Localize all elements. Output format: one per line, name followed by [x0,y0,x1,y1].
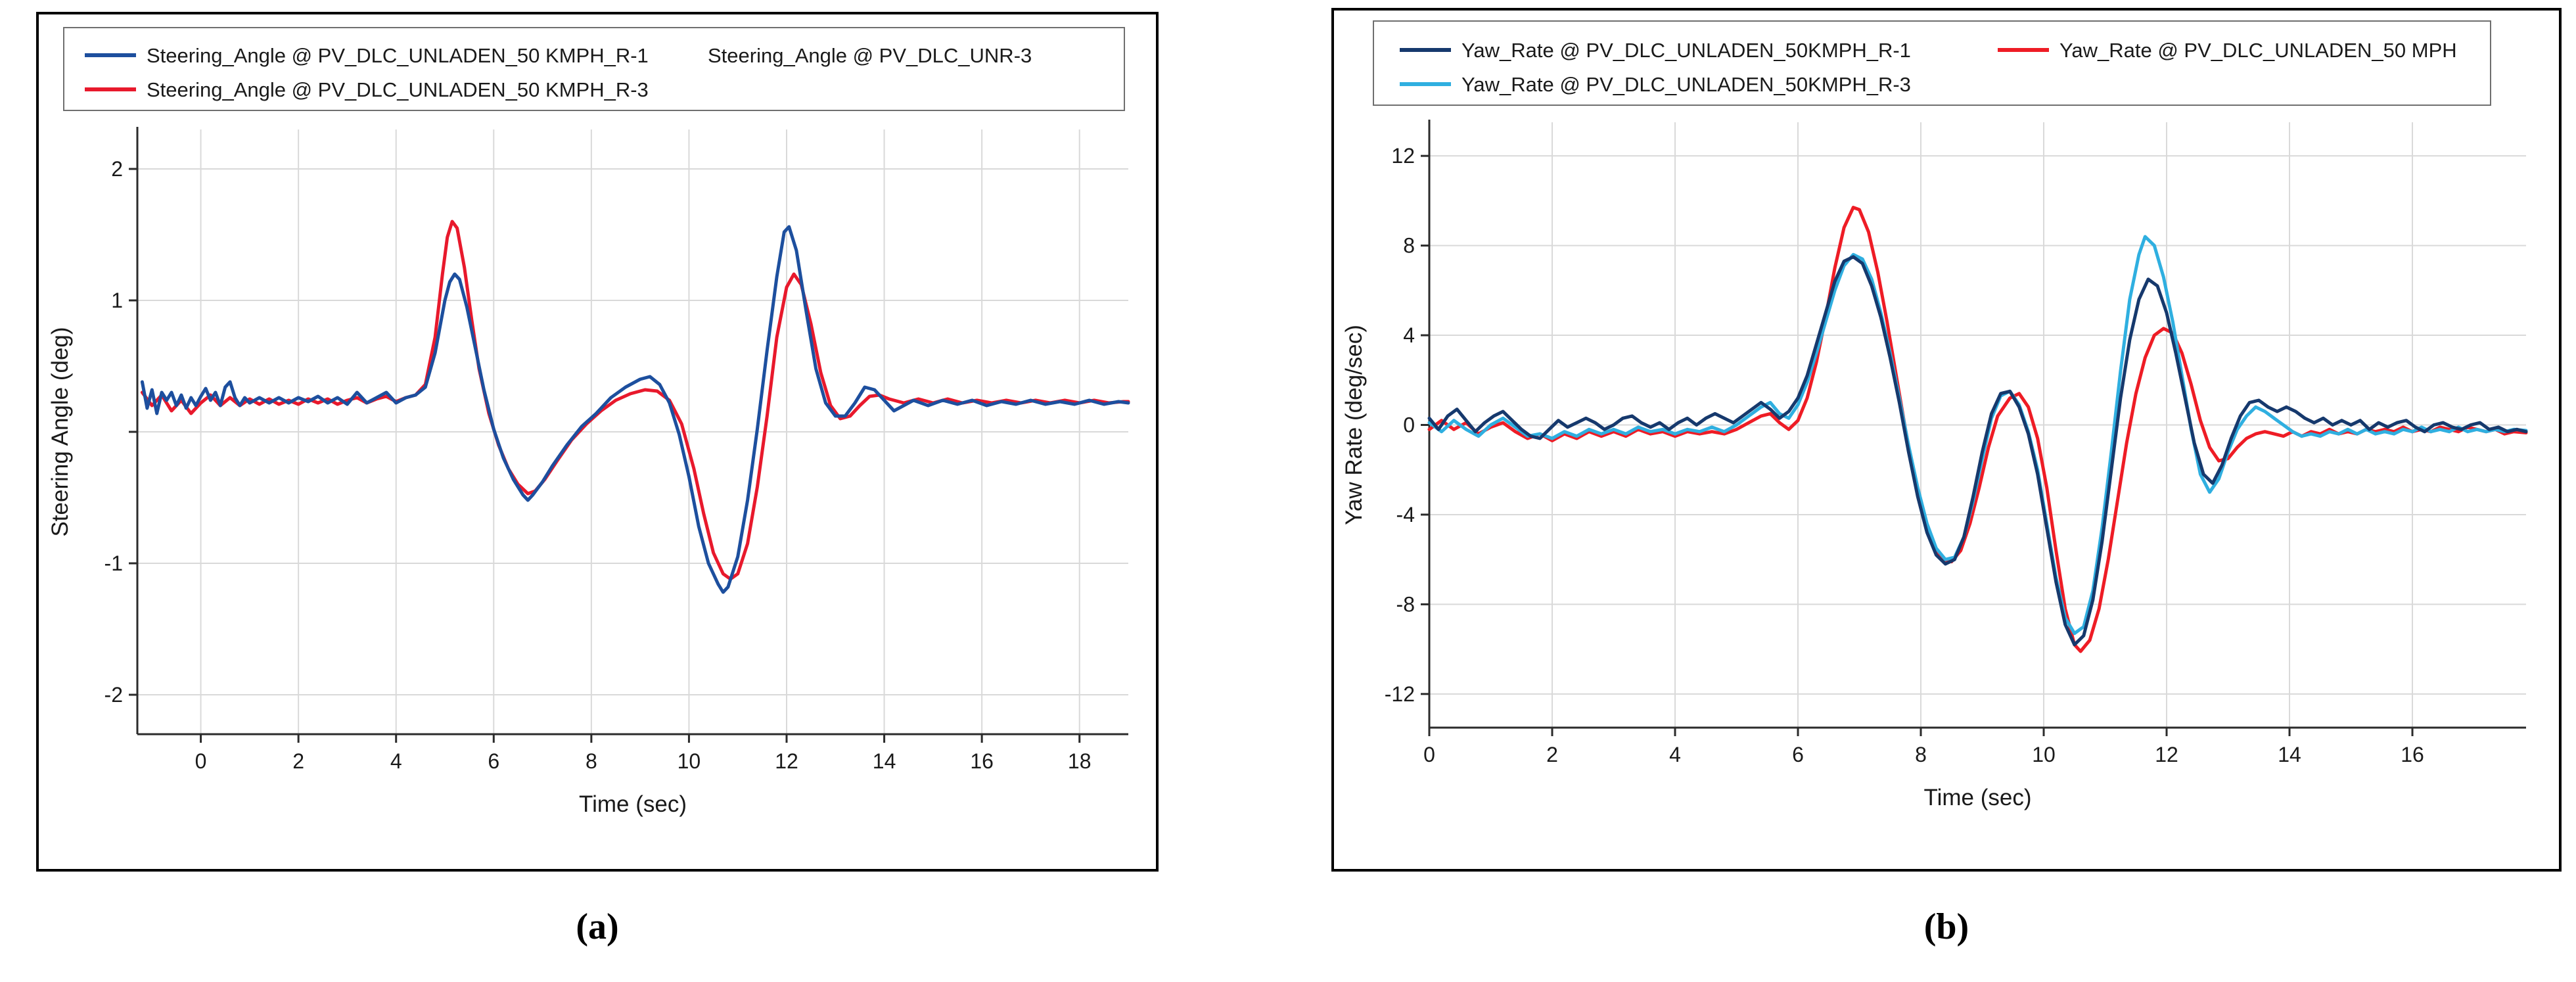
figure-panel-b: 0 2 4 6 8 10 12 14 16 -12 -8 -4 0 4 8 12 Time (sec) Yaw R… [1331,8,2562,872]
x-tick-label: 16 [970,749,994,773]
legend-label: Steering_Angle @ PV_DLC_UNLADEN_50 KMPH_… [147,44,649,67]
x-tick-label: 6 [1792,743,1804,766]
x-tick-label: 0 [1423,743,1435,766]
x-tick-label: 4 [1669,743,1681,766]
y-axis-label: Yaw Rate (deg/sec) [1341,325,1367,525]
tick-labels: 0 2 4 6 8 10 12 14 16 -12 -8 -4 0 4 8 12 [1385,144,2424,766]
x-tick-label: 12 [2155,743,2178,766]
x-tick-label: 18 [1068,749,1092,773]
legend-label: Yaw_Rate @ PV_DLC_UNLADEN_50KMPH_R-1 [1461,39,1911,62]
y-tick-label: -4 [1396,503,1415,526]
axes [1421,120,2526,736]
x-tick-label: 6 [488,749,499,773]
axes [129,127,1128,743]
x-axis-label: Time (sec) [1924,785,2032,810]
y-tick-label: 1 [111,289,123,312]
caption-a: (a) [576,906,619,947]
gridlines [137,129,1128,734]
y-axis-label: Steering Angle (deg) [47,327,73,536]
tick-labels: 0 2 4 6 8 10 12 14 16 18-2-112 [104,157,1092,773]
y-tick-label: 8 [1403,234,1415,258]
figure-panel-a: 0 2 4 6 8 10 12 14 16 18 -2 -1 1 2 Time (sec) Steering … [36,12,1159,872]
y-tick-label: -8 [1396,592,1415,616]
gridlines [1429,122,2526,728]
y-tick-label: 2 [111,157,123,181]
series-line [1427,255,2528,647]
y-tick-label: -12 [1385,682,1415,706]
x-tick-label: 14 [873,749,896,773]
x-tick-label: 10 [678,749,701,773]
y-tick-label: 0 [1403,413,1415,437]
series-line [140,225,1130,594]
y-tick-label: -1 [104,551,123,575]
x-tick-label: 10 [2032,743,2056,766]
legend-box [63,27,1125,111]
x-tick-label: 2 [292,749,304,773]
caption-b: (b) [1923,906,1969,947]
y-tick-label: -2 [104,683,123,707]
x-tick-label: 4 [390,749,402,773]
yaw-rate-chart: 0 2 4 6 8 10 12 14 16 -12 -8 -4 0 4 8 12 Time (sec) Yaw R… [1334,11,2559,869]
legend-label: Steering_Angle @ PV_DLC_UNR-3 [708,44,1032,67]
yaw-rate-chart-svg: 0 2 4 6 8 10 12 14 16 -12 -8 -4 0 4 8 12 Time (sec) Yaw R… [1341,20,2528,810]
x-tick-label: 2 [1546,743,1558,766]
y-tick-label: 12 [1391,144,1415,168]
steering-angle-chart: 0 2 4 6 8 10 12 14 16 18 -2 -1 1 2 Time (sec) Steering … [39,14,1156,869]
legend-box [1373,20,2491,106]
x-tick-label: 12 [775,749,798,773]
legend-label: Steering_Angle @ PV_DLC_UNLADEN_50 KMPH_… [147,78,649,101]
x-axis-label: Time (sec) [579,791,687,817]
x-tick-label: 16 [2401,743,2424,766]
legend-label: Yaw_Rate @ PV_DLC_UNLADEN_50KMPH_R-3 [1461,73,1911,96]
legend-label: Yaw_Rate @ PV_DLC_UNLADEN_50 MPH [2059,39,2457,62]
x-tick-label: 8 [586,749,597,773]
x-tick-label: 8 [1915,743,1927,766]
y-tick-label: 4 [1403,323,1415,347]
x-tick-label: 14 [2278,743,2301,766]
x-tick-label: 0 [195,749,207,773]
